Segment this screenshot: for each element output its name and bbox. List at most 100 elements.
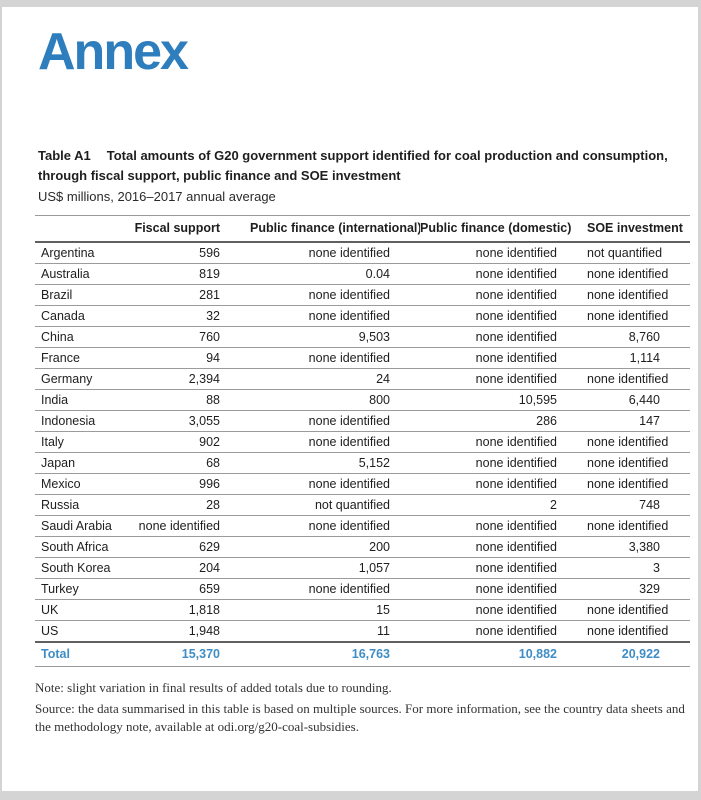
country-cell: US <box>35 620 125 643</box>
value-cell: none identified <box>420 557 587 579</box>
value-cell: none identified <box>587 515 690 537</box>
table-caption: Table A1 Total amounts of G20 government … <box>38 146 683 206</box>
value-cell: none identified <box>587 599 690 621</box>
value-cell: none identified <box>587 452 690 474</box>
value-cell: 9,503 <box>250 326 420 348</box>
value-cell: 996 <box>125 473 250 495</box>
table-row: Turkey 659 none identified none identified 3… <box>35 578 690 600</box>
value-cell: none identified <box>250 305 420 327</box>
table-row: Australia 819 0.04 none identified none iden… <box>35 263 690 285</box>
table-row: Argentina 596 none identified none identifi… <box>35 241 690 264</box>
country-cell: France <box>35 347 125 369</box>
value-cell: 0.04 <box>250 263 420 285</box>
value-cell: none identified <box>125 515 250 537</box>
table-row: Japan 68 5,152 none identified none identifi… <box>35 452 690 474</box>
value-cell: 596 <box>125 241 250 264</box>
table-subtitle: US$ millions, 2016–2017 annual average <box>38 188 276 204</box>
value-cell: none identified <box>420 284 587 306</box>
value-cell: 94 <box>125 347 250 369</box>
header-row: Fiscal support Public finance (internati… <box>35 214 690 243</box>
value-cell: 15 <box>250 599 420 621</box>
country-cell: Argentina <box>35 241 125 264</box>
value-cell: none identified <box>587 431 690 453</box>
column-header-public-finance-domestic: Public finance (domestic) <box>420 214 587 243</box>
value-cell: none identified <box>420 515 587 537</box>
total-label: Total <box>35 640 125 667</box>
column-header-soe-investment: SOE investment <box>587 214 690 243</box>
table-row: Canada 32 none identified none identified no… <box>35 305 690 327</box>
column-header-country <box>35 214 125 243</box>
table-row: South Korea 204 1,057 none identified 3 <box>35 557 690 579</box>
value-cell: 32 <box>125 305 250 327</box>
value-cell: 760 <box>125 326 250 348</box>
source-text: Source: the data summarised in this tabl… <box>35 700 685 734</box>
value-cell: none identified <box>420 431 587 453</box>
value-cell: not quantified <box>587 241 690 264</box>
country-cell: Mexico <box>35 473 125 495</box>
value-cell: none identified <box>250 515 420 537</box>
country-cell: Russia <box>35 494 125 516</box>
value-cell: 3,055 <box>125 410 250 432</box>
value-cell: 8,760 <box>587 326 690 348</box>
value-cell: 5,152 <box>250 452 420 474</box>
value-cell: 286 <box>420 410 587 432</box>
table-row: South Africa 629 200 none identified 3,380 <box>35 536 690 558</box>
total-soe-investment: 20,922 <box>587 640 690 667</box>
value-cell: 204 <box>125 557 250 579</box>
table-row: Russia 28 not quantified 2 748 <box>35 494 690 516</box>
column-header-fiscal-support: Fiscal support <box>125 214 250 243</box>
value-cell: none identified <box>420 452 587 474</box>
table-body: Argentina 596 none identified none identifi… <box>35 241 690 643</box>
value-cell: none identified <box>250 473 420 495</box>
value-cell: none identified <box>250 578 420 600</box>
table-row: Germany 2,394 24 none identified none identi… <box>35 368 690 390</box>
value-cell: 24 <box>250 368 420 390</box>
value-cell: 902 <box>125 431 250 453</box>
table-title-block: Table A1 Total amounts of G20 government … <box>38 146 683 186</box>
value-cell: 629 <box>125 536 250 558</box>
column-header-public-finance-international: Public finance (international) <box>250 214 420 243</box>
value-cell: none identified <box>587 368 690 390</box>
value-cell: none identified <box>420 536 587 558</box>
value-cell: 11 <box>250 620 420 643</box>
table-row: China 760 9,503 none identified 8,760 <box>35 326 690 348</box>
value-cell: 329 <box>587 578 690 600</box>
table-row: UK 1,818 15 none identified none identified <box>35 599 690 621</box>
country-cell: Germany <box>35 368 125 390</box>
value-cell: 1,057 <box>250 557 420 579</box>
value-cell: none identified <box>250 410 420 432</box>
country-cell: China <box>35 326 125 348</box>
document-page: Annex Table A1 Total amounts of G20 gover… <box>2 7 698 791</box>
value-cell: 1,948 <box>125 620 250 643</box>
value-cell: 819 <box>125 263 250 285</box>
table-row: France 94 none identified none identified 1,… <box>35 347 690 369</box>
value-cell: 2,394 <box>125 368 250 390</box>
country-cell: South Africa <box>35 536 125 558</box>
value-cell: none identified <box>587 473 690 495</box>
value-cell: 3 <box>587 557 690 579</box>
value-cell: 1,818 <box>125 599 250 621</box>
value-cell: none identified <box>250 431 420 453</box>
value-cell: 3,380 <box>587 536 690 558</box>
value-cell: none identified <box>420 326 587 348</box>
table-row: Indonesia 3,055 none identified 286 147 <box>35 410 690 432</box>
section-title: Annex <box>38 23 189 81</box>
value-cell: none identified <box>420 347 587 369</box>
note-text: Note: slight variation in final results … <box>35 679 392 695</box>
value-cell: 281 <box>125 284 250 306</box>
country-cell: South Korea <box>35 557 125 579</box>
table-row: Italy 902 none identified none identified no… <box>35 431 690 453</box>
value-cell: none identified <box>250 284 420 306</box>
value-cell: 800 <box>250 389 420 411</box>
value-cell: 10,595 <box>420 389 587 411</box>
table-row: India 88 800 10,595 6,440 <box>35 389 690 411</box>
value-cell: not quantified <box>250 494 420 516</box>
country-cell: India <box>35 389 125 411</box>
value-cell: none identified <box>420 599 587 621</box>
value-cell: none identified <box>587 284 690 306</box>
country-cell: Australia <box>35 263 125 285</box>
value-cell: none identified <box>420 620 587 643</box>
value-cell: none identified <box>587 263 690 285</box>
country-cell: Turkey <box>35 578 125 600</box>
